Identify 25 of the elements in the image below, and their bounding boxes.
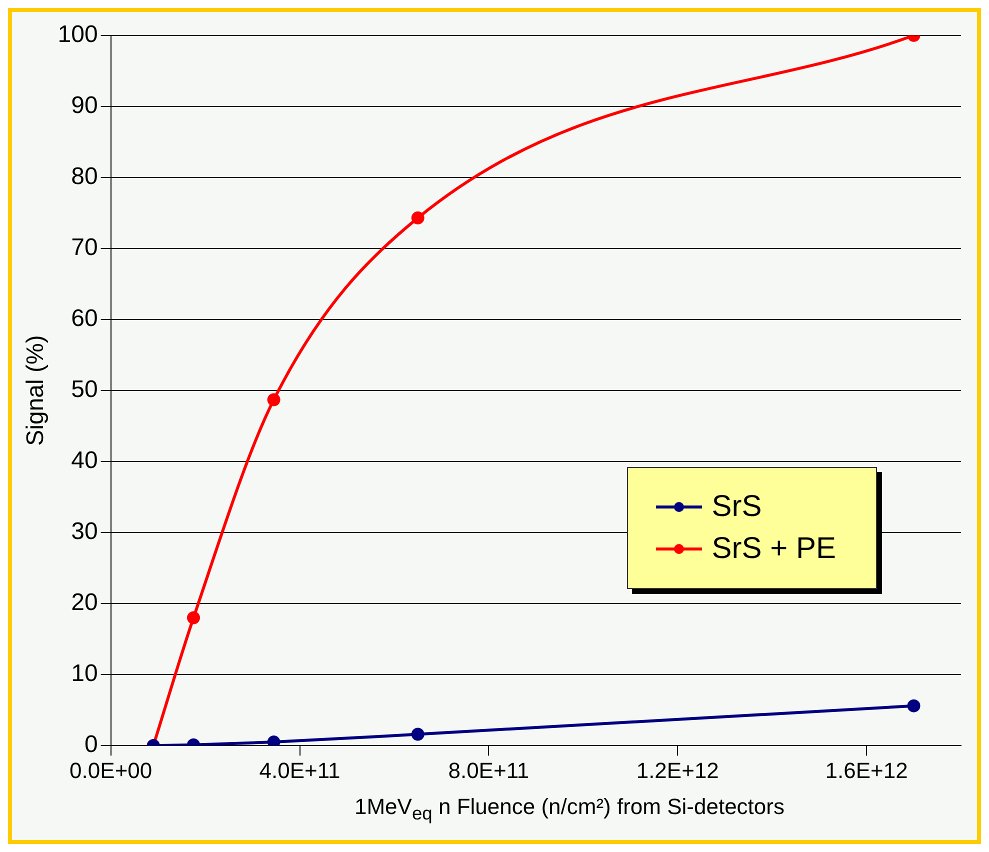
x-tick-label: 1.6E+12	[825, 758, 908, 783]
y-tick-label: 80	[71, 163, 98, 190]
y-axis-title: Signal (%)	[22, 335, 50, 446]
legend-label: SrS	[712, 490, 762, 524]
y-tick-label: 60	[71, 305, 98, 332]
y-tick-label: 20	[71, 589, 98, 616]
y-tick-label: 100	[58, 21, 98, 48]
y-tick-label: 90	[71, 92, 98, 120]
y-tick-label: 30	[71, 518, 98, 546]
x-tick-label: 1.2E+12	[636, 758, 719, 783]
x-tick-label: 4.0E+11	[259, 758, 340, 783]
x-tick-label: 0.0E+00	[70, 758, 152, 783]
y-tick-label: 40	[71, 447, 98, 474]
legend-label: SrS + PE	[712, 532, 836, 566]
point	[267, 393, 280, 406]
point	[907, 699, 920, 712]
y-tick-label: 70	[71, 234, 98, 262]
point	[411, 728, 424, 741]
x-tick-label: 8.0E+11	[448, 758, 530, 783]
y-tick-label: 0	[84, 731, 98, 758]
y-tick-label: 50	[71, 376, 98, 404]
point	[267, 736, 280, 746]
point	[186, 611, 200, 624]
x-axis-title: 1MeV$_{eq}$ n Fluence (n/cm²) from Si-detectors	[354, 794, 786, 824]
y-tick-label: 10	[71, 660, 98, 688]
